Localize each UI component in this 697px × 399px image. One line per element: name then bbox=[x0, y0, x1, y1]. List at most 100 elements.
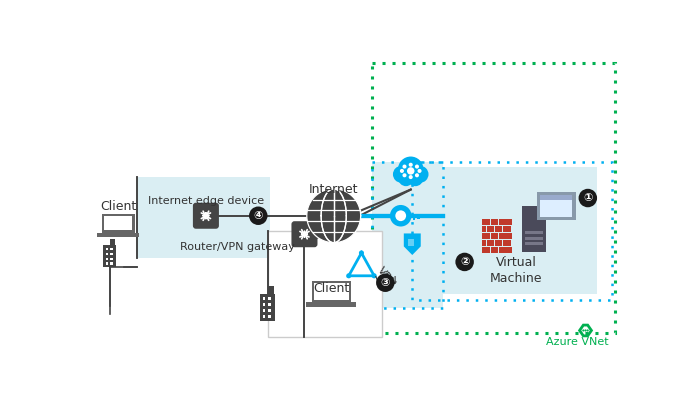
Bar bbox=[110, 248, 113, 250]
Bar bbox=[104, 216, 132, 230]
Circle shape bbox=[587, 330, 589, 332]
Circle shape bbox=[402, 173, 406, 177]
Circle shape bbox=[579, 189, 597, 207]
Circle shape bbox=[408, 163, 413, 167]
Bar bbox=[482, 226, 486, 232]
Circle shape bbox=[411, 166, 429, 183]
Circle shape bbox=[415, 173, 419, 177]
Circle shape bbox=[585, 330, 587, 332]
Bar bbox=[372, 63, 615, 333]
Bar bbox=[372, 162, 443, 308]
Bar bbox=[495, 226, 503, 232]
Circle shape bbox=[393, 166, 410, 183]
Bar bbox=[97, 233, 139, 237]
Bar bbox=[103, 245, 116, 267]
Bar bbox=[487, 240, 494, 246]
Circle shape bbox=[399, 171, 413, 186]
Polygon shape bbox=[408, 239, 414, 247]
Circle shape bbox=[376, 273, 395, 292]
Circle shape bbox=[359, 251, 364, 255]
Text: Client: Client bbox=[313, 282, 349, 295]
Bar bbox=[418, 214, 420, 219]
Bar bbox=[263, 309, 266, 312]
Bar bbox=[110, 258, 113, 260]
Bar bbox=[499, 233, 507, 239]
Circle shape bbox=[408, 171, 423, 186]
Circle shape bbox=[390, 205, 411, 227]
Bar bbox=[372, 162, 443, 308]
Bar bbox=[307, 302, 356, 307]
Bar bbox=[115, 231, 121, 234]
Circle shape bbox=[407, 167, 415, 175]
Bar bbox=[406, 214, 423, 218]
Circle shape bbox=[408, 175, 413, 179]
Bar bbox=[491, 233, 498, 239]
Bar bbox=[263, 297, 266, 300]
Text: Router/VPN gateway: Router/VPN gateway bbox=[181, 241, 296, 251]
Bar bbox=[540, 195, 572, 217]
FancyBboxPatch shape bbox=[193, 203, 219, 229]
Text: Client: Client bbox=[100, 200, 136, 213]
Bar bbox=[106, 253, 108, 255]
Bar bbox=[137, 177, 270, 258]
Bar bbox=[482, 247, 490, 253]
Bar bbox=[412, 162, 613, 300]
Bar bbox=[328, 300, 335, 304]
Text: Virtual
Machine: Virtual Machine bbox=[490, 256, 542, 285]
Bar bbox=[491, 219, 498, 225]
Bar bbox=[268, 309, 271, 312]
Bar bbox=[482, 233, 490, 239]
Bar bbox=[268, 286, 274, 294]
Bar bbox=[106, 258, 108, 260]
Circle shape bbox=[582, 330, 585, 332]
Bar bbox=[268, 303, 271, 306]
Bar bbox=[260, 294, 275, 321]
Bar bbox=[263, 303, 266, 306]
Bar bbox=[507, 233, 512, 239]
Bar bbox=[482, 219, 490, 225]
Circle shape bbox=[415, 164, 419, 169]
Bar bbox=[106, 248, 108, 250]
Polygon shape bbox=[404, 233, 421, 255]
Bar bbox=[521, 206, 546, 252]
Bar bbox=[491, 247, 498, 253]
Bar bbox=[268, 231, 382, 338]
Bar bbox=[314, 283, 348, 300]
Bar bbox=[110, 239, 114, 245]
Bar bbox=[487, 226, 494, 232]
Bar bbox=[263, 315, 266, 318]
Text: ②: ② bbox=[460, 257, 469, 267]
Circle shape bbox=[395, 210, 406, 221]
Bar bbox=[540, 195, 572, 200]
Bar bbox=[525, 242, 543, 245]
Bar bbox=[537, 192, 576, 219]
Text: Internet: Internet bbox=[309, 183, 358, 196]
Bar bbox=[413, 214, 415, 220]
Bar bbox=[503, 226, 511, 232]
Bar bbox=[482, 240, 486, 246]
Text: ③: ③ bbox=[381, 278, 390, 288]
Bar bbox=[102, 213, 135, 233]
Circle shape bbox=[398, 156, 424, 182]
Bar bbox=[110, 263, 113, 265]
Circle shape bbox=[307, 189, 360, 243]
Bar bbox=[525, 237, 543, 240]
Text: VPN: VPN bbox=[375, 276, 398, 286]
Circle shape bbox=[402, 164, 406, 169]
Bar bbox=[106, 263, 108, 265]
Circle shape bbox=[372, 273, 376, 279]
Bar bbox=[268, 315, 271, 318]
Circle shape bbox=[249, 207, 268, 225]
Bar bbox=[312, 281, 351, 302]
Circle shape bbox=[418, 169, 422, 173]
Bar bbox=[110, 253, 113, 255]
FancyBboxPatch shape bbox=[291, 221, 317, 247]
Bar bbox=[525, 231, 543, 234]
Circle shape bbox=[400, 169, 404, 173]
Bar bbox=[499, 247, 507, 253]
Bar bbox=[503, 240, 511, 246]
Bar bbox=[507, 219, 512, 225]
Circle shape bbox=[346, 273, 351, 279]
Circle shape bbox=[455, 253, 474, 271]
Bar bbox=[495, 240, 503, 246]
